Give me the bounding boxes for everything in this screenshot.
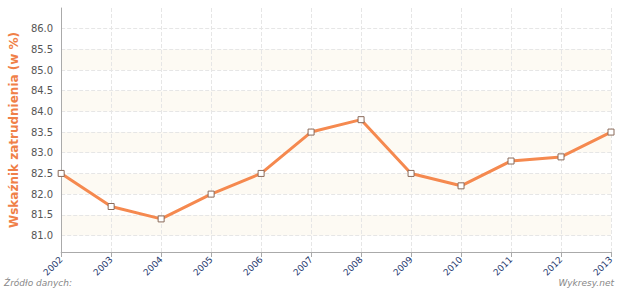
svg-text:82.5: 82.5 (31, 168, 53, 179)
svg-text:85.0: 85.0 (31, 65, 53, 76)
svg-text:85.5: 85.5 (31, 44, 53, 55)
svg-text:2007: 2007 (291, 254, 314, 277)
svg-text:2006: 2006 (241, 254, 264, 277)
svg-text:2009: 2009 (391, 254, 414, 277)
svg-text:2008: 2008 (341, 254, 364, 277)
svg-text:81.5: 81.5 (31, 209, 53, 220)
svg-text:2010: 2010 (441, 254, 464, 277)
svg-text:2011: 2011 (491, 254, 514, 277)
svg-text:84.0: 84.0 (31, 106, 53, 117)
svg-text:2004: 2004 (141, 254, 164, 277)
svg-text:Wskaźnik zatrudnienia (w %): Wskaźnik zatrudnienia (w %) (7, 32, 21, 228)
svg-text:83.0: 83.0 (31, 147, 53, 158)
svg-text:Źródło danych:: Źródło danych: (3, 277, 72, 288)
svg-text:84.5: 84.5 (31, 85, 53, 96)
svg-text:83.5: 83.5 (31, 127, 53, 138)
svg-text:86.0: 86.0 (31, 23, 53, 34)
svg-text:2013: 2013 (591, 254, 614, 277)
svg-text:Wykresy.net: Wykresy.net (558, 278, 614, 288)
svg-text:81.0: 81.0 (31, 230, 53, 241)
svg-text:2003: 2003 (91, 254, 114, 277)
svg-text:2012: 2012 (541, 254, 564, 277)
svg-text:2002: 2002 (41, 254, 64, 277)
svg-text:82.0: 82.0 (31, 189, 53, 200)
svg-text:2005: 2005 (191, 254, 214, 277)
